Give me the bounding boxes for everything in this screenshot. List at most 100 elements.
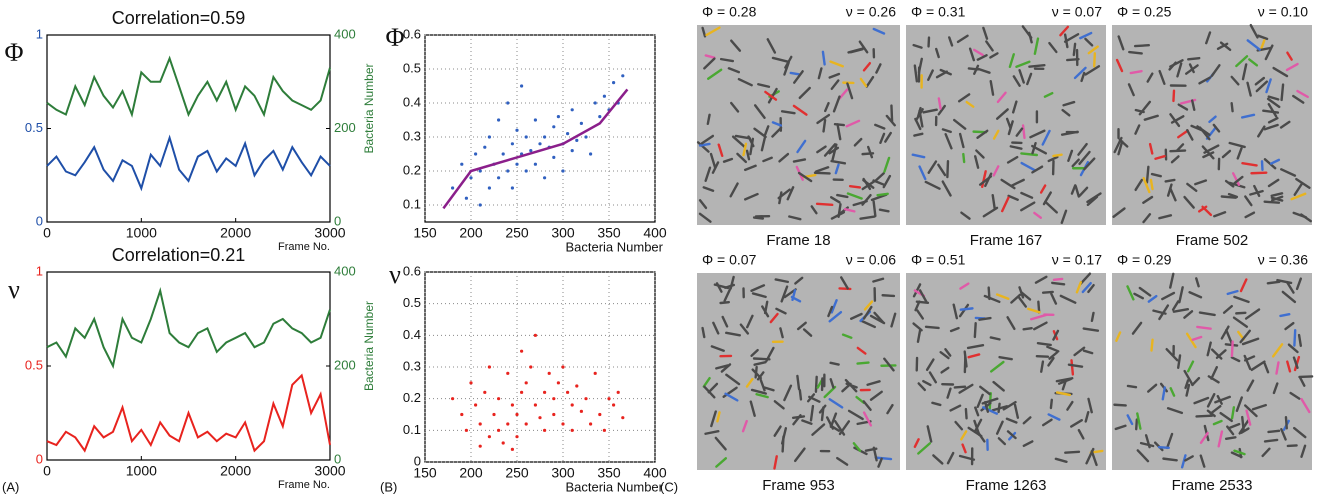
rod [913, 64, 919, 83]
rod [978, 175, 993, 186]
rod [1261, 447, 1271, 458]
rod [818, 404, 827, 414]
rod [809, 404, 815, 422]
micrograph [1112, 25, 1312, 225]
rod [1050, 292, 1058, 305]
rod [1078, 150, 1091, 166]
rod [965, 100, 975, 108]
rod [1221, 149, 1232, 159]
rod [802, 328, 813, 337]
rod [1245, 409, 1252, 426]
rod [1072, 42, 1077, 57]
x-tick-label: 1000 [126, 225, 157, 241]
rod [780, 285, 789, 303]
rod [1228, 181, 1246, 189]
rod [793, 70, 804, 84]
rod [1057, 377, 1073, 385]
rod [780, 110, 796, 115]
rod [830, 298, 838, 314]
scatter-point [593, 101, 597, 105]
rod [913, 438, 920, 449]
scatter-point [616, 390, 620, 394]
rod [829, 60, 844, 68]
rod [1259, 39, 1266, 52]
rod [1235, 311, 1247, 315]
scatter-point [520, 84, 524, 88]
scatter-point [570, 149, 574, 153]
rod [983, 400, 990, 413]
rod [1067, 149, 1074, 162]
rod [1212, 419, 1223, 426]
rod [1212, 123, 1221, 133]
rod [1090, 450, 1098, 467]
plot-frame [46, 34, 331, 223]
rod [1002, 400, 1017, 411]
rod [1143, 114, 1159, 121]
rod [829, 361, 840, 366]
rod [960, 430, 968, 441]
rod [1244, 308, 1261, 320]
scatter-point [501, 152, 505, 156]
y2-tick-label: 200 [334, 357, 356, 372]
rod [1265, 78, 1272, 94]
rod [1005, 117, 1012, 129]
rod [1161, 386, 1166, 401]
rod [1158, 304, 1170, 321]
scatter-point [570, 428, 574, 432]
rod [1020, 291, 1032, 301]
rod [1236, 147, 1243, 160]
rod [944, 348, 952, 357]
rod [995, 420, 1004, 435]
rods [701, 275, 897, 470]
rod [1263, 200, 1281, 204]
rod [1142, 176, 1151, 194]
rod [928, 371, 938, 384]
rod [1215, 349, 1227, 359]
rod [1083, 157, 1096, 171]
rod [1285, 62, 1299, 72]
rod [977, 67, 991, 74]
rod [1020, 191, 1034, 199]
rod [724, 392, 739, 402]
rod [861, 194, 872, 206]
rod [709, 152, 717, 169]
rod [877, 457, 883, 468]
rod [829, 412, 838, 428]
scatter-point [533, 118, 538, 122]
rod [722, 386, 738, 398]
rod [1202, 151, 1215, 159]
rod [845, 119, 861, 128]
rod [1172, 307, 1190, 313]
rod [956, 34, 969, 44]
rod [1241, 63, 1248, 81]
rod [856, 346, 867, 355]
rod [1266, 280, 1281, 285]
rod [1000, 178, 1016, 190]
rod [828, 72, 841, 79]
rod [1235, 55, 1249, 68]
rod [822, 118, 827, 133]
scatter-point [451, 186, 455, 190]
x-tick-label: 3000 [314, 463, 345, 479]
rod [1158, 214, 1173, 220]
panel-label: (B) [380, 479, 397, 494]
y-tick-label: 0.4 [403, 94, 421, 109]
rod [1292, 211, 1308, 219]
rod [973, 64, 980, 75]
rod [698, 142, 711, 147]
rod [1184, 64, 1199, 75]
rod [989, 360, 1005, 373]
plot-frame [424, 34, 656, 223]
rod [858, 40, 869, 54]
rod [1115, 58, 1124, 73]
rod [995, 293, 1010, 300]
rod [1136, 449, 1150, 463]
rod [725, 331, 741, 337]
phi-label: Φ = 0.28 [702, 4, 757, 20]
rod [794, 276, 804, 285]
y-tick-label: 0.6 [403, 26, 421, 41]
rod [1020, 201, 1036, 212]
rod [1150, 338, 1154, 352]
plot-frame [424, 271, 656, 463]
rod [836, 193, 849, 199]
